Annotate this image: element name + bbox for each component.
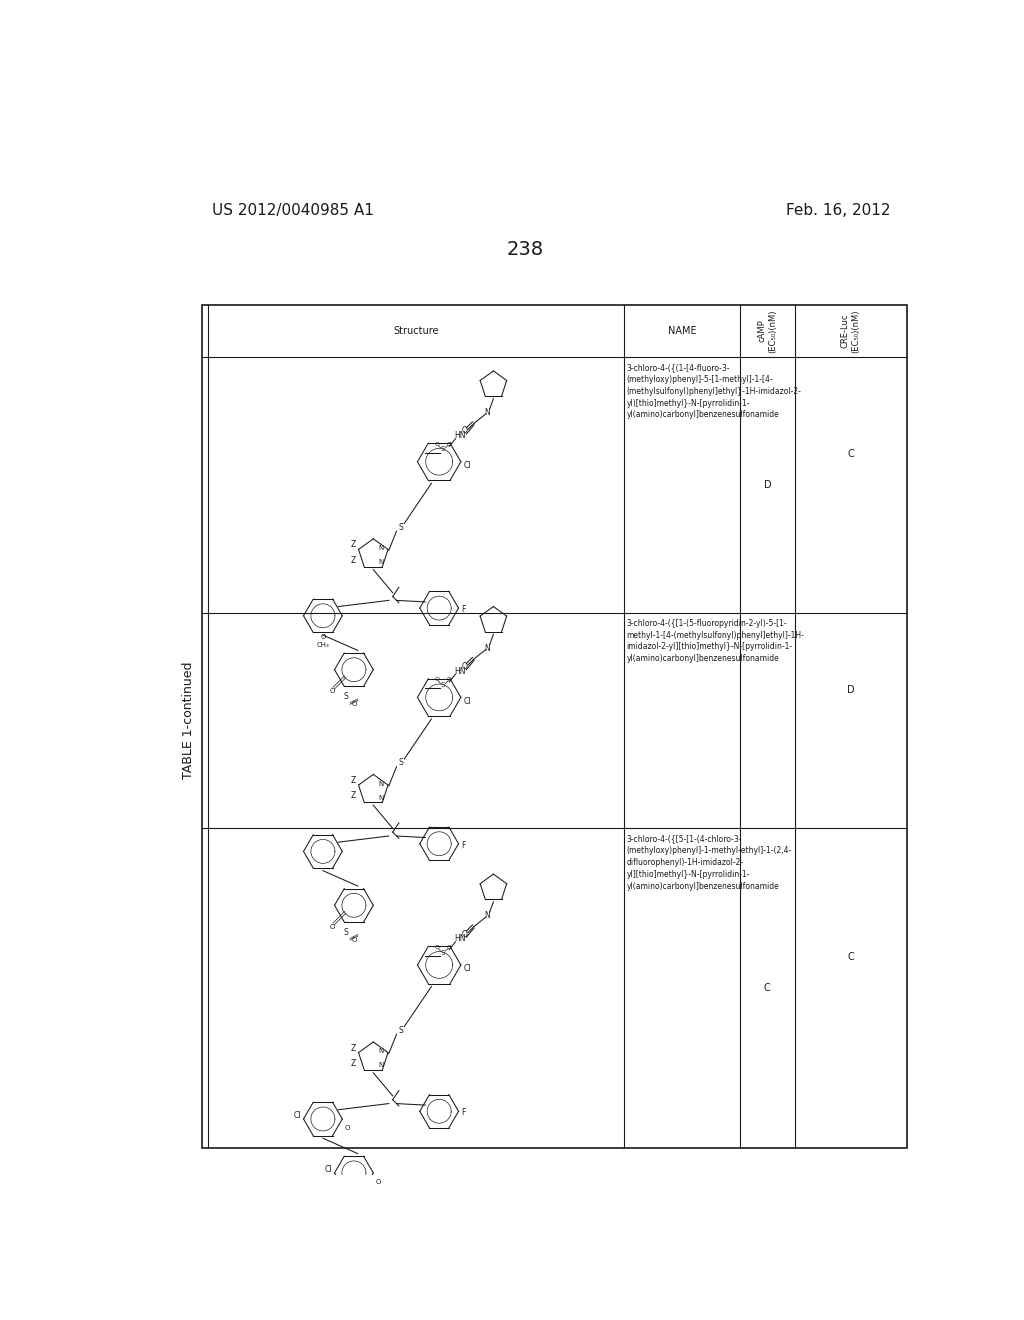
Text: D: D (764, 480, 771, 490)
Text: N: N (379, 780, 384, 787)
Text: C: C (764, 983, 771, 993)
Text: 3-chloro-4-({[5-[1-(4-chloro-3-
(methyloxy)phenyl]-1-methyl-ethyl]-1-(2,4-
diflu: 3-chloro-4-({[5-[1-(4-chloro-3- (methylo… (627, 834, 792, 891)
Text: O: O (446, 677, 452, 682)
Text: F: F (461, 605, 465, 614)
Text: NAME: NAME (668, 326, 696, 335)
Text: N: N (484, 408, 490, 417)
Text: Z: Z (350, 776, 355, 785)
Text: O: O (376, 1179, 381, 1185)
Text: Z: Z (350, 1044, 355, 1052)
Text: Cl: Cl (464, 461, 471, 470)
Text: Z: Z (350, 556, 355, 565)
Text: S: S (441, 949, 445, 956)
Text: F: F (461, 841, 465, 850)
Text: HN: HN (455, 935, 466, 944)
Text: N: N (484, 644, 490, 652)
Text: O: O (330, 924, 335, 929)
Text: N: N (379, 1063, 384, 1068)
Text: F: F (461, 1109, 465, 1117)
Text: Structure: Structure (393, 326, 438, 335)
Text: Z: Z (350, 1059, 355, 1068)
Text: Cl: Cl (325, 1164, 332, 1173)
Text: 3-chloro-4-({(1-[4-fluoro-3-
(methyloxy)phenyl]-5-[1-methyl]-1-[4-
(methylsulfon: 3-chloro-4-({(1-[4-fluoro-3- (methyloxy)… (627, 363, 801, 420)
Text: O: O (351, 701, 356, 708)
Text: Z: Z (350, 792, 355, 800)
Text: S: S (344, 692, 348, 701)
Text: N: N (484, 911, 490, 920)
Text: O: O (446, 442, 452, 446)
Text: N: N (379, 1048, 384, 1055)
Text: CRE-Luc
(EC₅₀)(nM): CRE-Luc (EC₅₀)(nM) (841, 309, 860, 352)
Text: 238: 238 (506, 240, 544, 259)
Text: S: S (398, 523, 402, 532)
Text: C: C (847, 449, 854, 459)
Text: HN: HN (455, 432, 466, 440)
Text: N: N (379, 545, 384, 550)
Text: N: N (379, 795, 384, 800)
Text: Feb. 16, 2012: Feb. 16, 2012 (785, 203, 890, 218)
Bar (202, 305, 907, 1148)
Text: O: O (345, 1125, 350, 1131)
Text: N: N (379, 558, 384, 565)
Text: C: C (847, 952, 854, 962)
Text: S: S (344, 928, 348, 937)
Text: Cl: Cl (464, 697, 471, 706)
Text: 3-chloro-4-({[1-(5-fluoropyridin-2-yl)-5-[1-
methyl-1-[4-(methylsulfonyl)phenyl]: 3-chloro-4-({[1-(5-fluoropyridin-2-yl)-5… (627, 619, 804, 663)
Text: HN: HN (455, 667, 466, 676)
Text: O: O (462, 426, 468, 436)
Text: US 2012/0040985 A1: US 2012/0040985 A1 (212, 203, 374, 218)
Text: CH₃: CH₃ (316, 642, 330, 648)
Text: O: O (462, 929, 468, 939)
Text: O: O (330, 688, 335, 694)
Text: O: O (446, 945, 452, 950)
Text: S: S (441, 446, 445, 453)
Text: O: O (434, 442, 439, 446)
Text: O: O (321, 635, 326, 640)
Text: D: D (847, 685, 854, 694)
Text: O: O (434, 677, 439, 682)
Text: Z: Z (350, 540, 355, 549)
Text: S: S (441, 682, 445, 688)
Text: Cl: Cl (294, 1110, 301, 1119)
Text: O: O (462, 663, 468, 671)
Text: TABLE 1-continued: TABLE 1-continued (182, 661, 195, 779)
Text: Cl: Cl (464, 965, 471, 973)
Text: cAMP
(EC₅₀)(nM): cAMP (EC₅₀)(nM) (758, 309, 777, 352)
Text: S: S (398, 759, 402, 767)
Text: O: O (351, 937, 356, 942)
Text: O: O (434, 945, 439, 950)
Text: S: S (398, 1026, 402, 1035)
